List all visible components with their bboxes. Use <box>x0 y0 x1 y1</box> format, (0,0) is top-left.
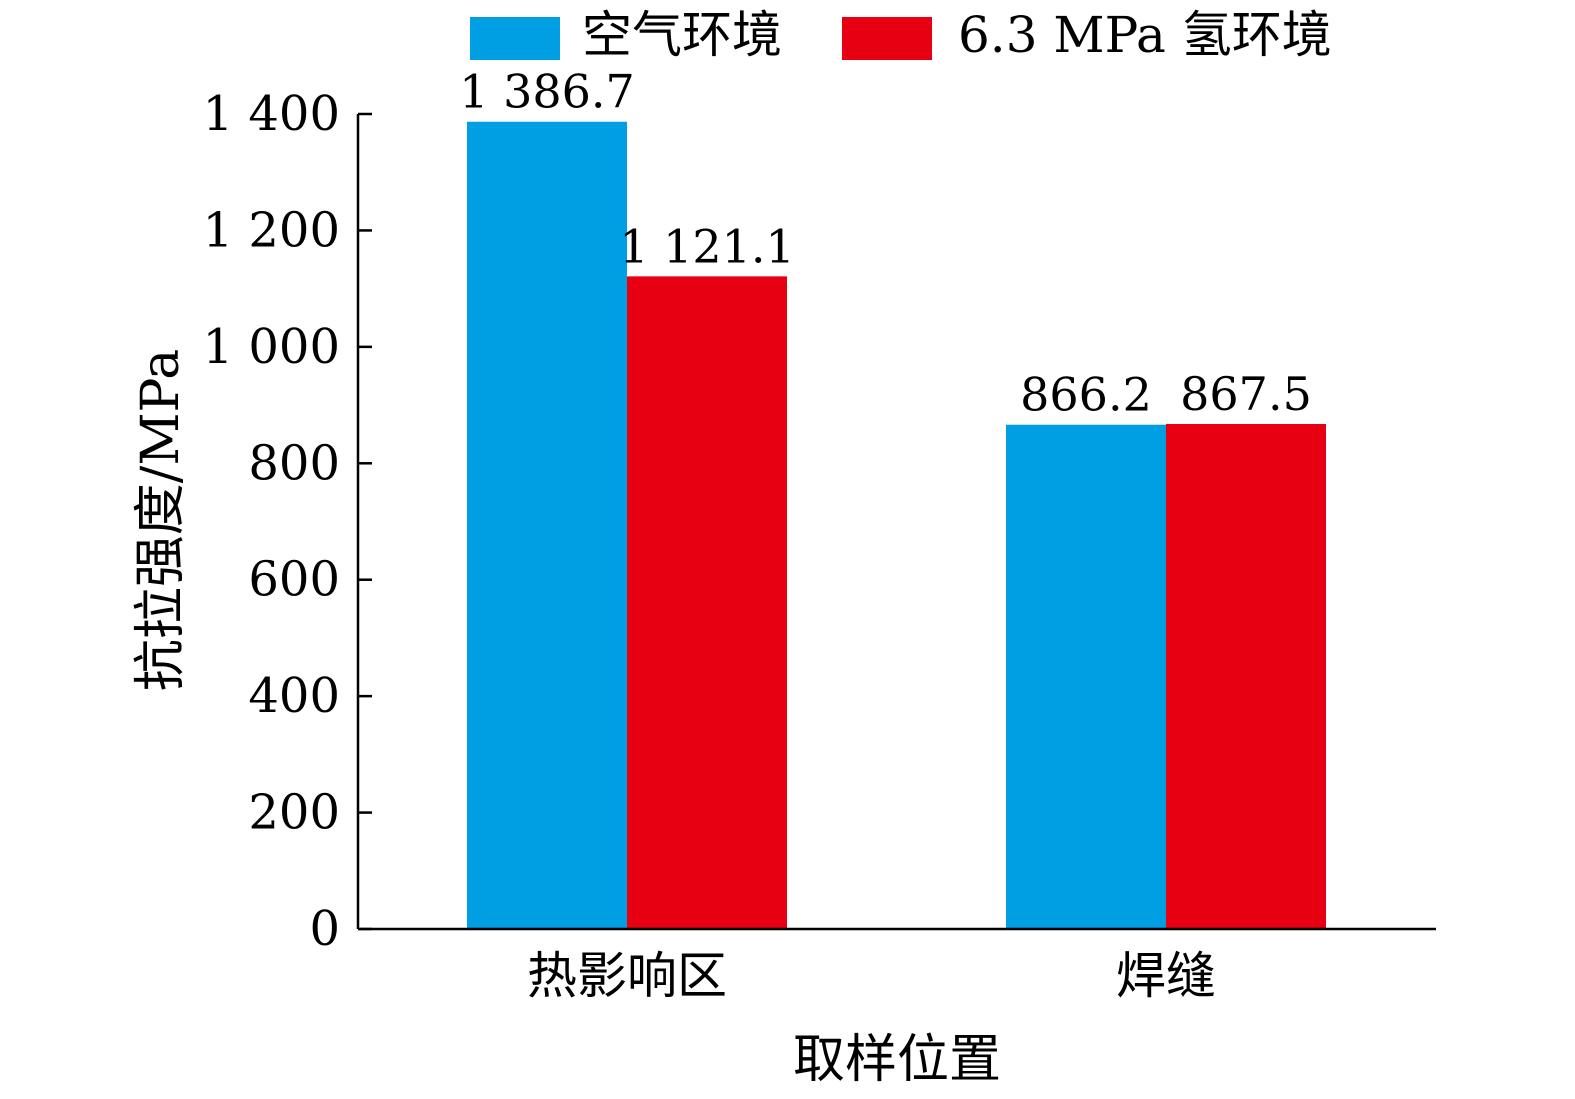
data-label-1-series-2: 1 121.1 <box>619 219 795 273</box>
x-category-label: 焊缝 <box>1116 947 1216 1005</box>
legend-label-series-1: 空气环境 <box>582 6 782 64</box>
x-axis-title: 取样位置 <box>793 1030 1001 1090</box>
y-tick-label: 200 <box>248 785 340 841</box>
legend-swatch-series-1 <box>470 17 560 60</box>
data-labels-group: 1 386.7 1 121.1 866.2 867.5 <box>459 65 1312 422</box>
legend-swatch-series-2 <box>842 17 932 60</box>
bars-group <box>467 121 1326 930</box>
y-axis: 0 200 400 600 800 1 000 1 200 1 400 <box>203 86 372 957</box>
x-category-label: 热影响区 <box>527 947 727 1005</box>
legend-label-series-2: 6.3 MPa 氢环境 <box>958 6 1332 64</box>
y-tick-label: 1 000 <box>203 319 340 375</box>
y-tick-label: 800 <box>248 435 340 491</box>
bar-1-series-1 <box>467 121 627 930</box>
bar-1-series-2 <box>627 276 787 930</box>
bar-2-series-2 <box>1166 423 1326 929</box>
y-tick-label: 600 <box>248 552 340 608</box>
y-tick-label: 1 400 <box>203 86 340 142</box>
legend: 空气环境 6.3 MPa 氢环境 <box>470 6 1332 64</box>
y-axis-title: 抗拉强度/MPa <box>131 349 191 691</box>
y-tick-label: 1 200 <box>203 202 340 258</box>
bar-2-series-1 <box>1006 424 1166 929</box>
x-axis: 热影响区 焊缝 <box>358 927 1436 1005</box>
y-tick-label: 0 <box>309 901 340 957</box>
data-label-2-series-1: 866.2 <box>1020 368 1152 422</box>
data-label-2-series-2: 867.5 <box>1180 367 1312 421</box>
y-tick-label: 400 <box>248 668 340 724</box>
data-label-1-series-1: 1 386.7 <box>459 65 635 119</box>
